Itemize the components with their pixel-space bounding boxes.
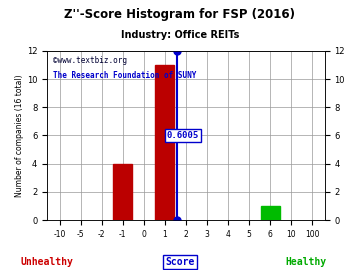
- Text: Healthy: Healthy: [285, 257, 327, 267]
- Text: Score: Score: [165, 257, 195, 267]
- Text: The Research Foundation of SUNY: The Research Foundation of SUNY: [53, 71, 196, 80]
- Bar: [156, 65, 174, 220]
- Bar: [261, 206, 279, 220]
- Y-axis label: Number of companies (16 total): Number of companies (16 total): [15, 74, 24, 197]
- Text: Z''-Score Histogram for FSP (2016): Z''-Score Histogram for FSP (2016): [64, 8, 296, 21]
- Text: Unhealthy: Unhealthy: [21, 257, 73, 267]
- Text: 0.6005: 0.6005: [167, 131, 199, 140]
- Text: Industry: Office REITs: Industry: Office REITs: [121, 30, 239, 40]
- Text: ©www.textbiz.org: ©www.textbiz.org: [53, 56, 127, 65]
- Bar: [113, 164, 132, 220]
